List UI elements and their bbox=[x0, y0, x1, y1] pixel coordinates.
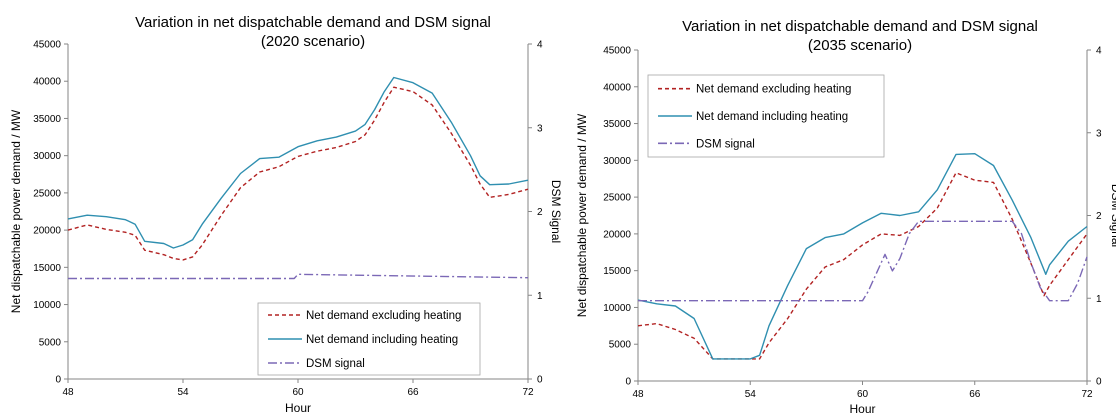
y2-tick-label: 0 bbox=[537, 375, 543, 386]
y2-tick-label: 1 bbox=[537, 291, 543, 302]
y-tick-label: 5000 bbox=[609, 340, 632, 351]
y-tick-label: 40000 bbox=[603, 82, 631, 93]
x-tick-label: 66 bbox=[407, 387, 419, 398]
y-tick-label: 10000 bbox=[33, 300, 61, 311]
legend-label: Net demand excluding heating bbox=[306, 310, 461, 322]
y-axis-label: Net dispatchable power demand / MW bbox=[9, 109, 23, 313]
x-tick-label: 60 bbox=[292, 387, 304, 398]
y2-axis-label: DSM Signal bbox=[549, 180, 563, 243]
y-tick-label: 40000 bbox=[33, 77, 61, 88]
y2-tick-label: 2 bbox=[537, 207, 543, 218]
y-tick-label: 25000 bbox=[33, 188, 61, 199]
y-tick-label: 15000 bbox=[603, 266, 631, 277]
y-tick-label: 30000 bbox=[603, 156, 631, 167]
x-axis-label: Hour bbox=[849, 402, 875, 416]
series-line-net-demand-excluding-heating bbox=[67, 86, 529, 261]
legend-label: Net demand including heating bbox=[306, 334, 458, 346]
y-tick-label: 10000 bbox=[603, 303, 631, 314]
y-axis-label: Net dispatchable power demand / MW bbox=[575, 113, 589, 317]
series-line-net-demand-including-heating bbox=[67, 76, 529, 249]
chart-2035-scenario: Variation in net dispatchable demand and… bbox=[575, 18, 1116, 416]
x-tick-label: 54 bbox=[745, 389, 757, 400]
y2-tick-label: 4 bbox=[1096, 46, 1102, 57]
x-tick-label: 72 bbox=[1081, 389, 1093, 400]
legend: Net demand excluding heating Net demand i… bbox=[257, 302, 481, 376]
y-tick-label: 35000 bbox=[603, 119, 631, 130]
y-tick-label: 25000 bbox=[603, 193, 631, 204]
y-tick-label: 45000 bbox=[603, 46, 631, 57]
x-tick-label: 60 bbox=[857, 389, 869, 400]
chart-title-line2: (2020 scenario) bbox=[261, 33, 365, 50]
y2-tick-label: 0 bbox=[1096, 377, 1102, 388]
y2-tick-label: 2 bbox=[1096, 211, 1102, 222]
y-tick-label: 30000 bbox=[33, 151, 61, 162]
x-tick-label: 66 bbox=[969, 389, 981, 400]
y2-axis-label: DSM Signal bbox=[1109, 184, 1116, 247]
series-line-net-demand-including-heating bbox=[637, 152, 1088, 360]
series-line-net-demand-excluding-heating bbox=[637, 172, 1088, 360]
x-tick-label: 54 bbox=[177, 387, 189, 398]
y2-tick-label: 3 bbox=[537, 123, 543, 134]
y2-tick-label: 3 bbox=[1096, 128, 1102, 139]
y-tick-label: 0 bbox=[55, 375, 61, 386]
series-line-dsm-signal bbox=[68, 273, 529, 280]
legend-label: DSM signal bbox=[696, 138, 755, 150]
y2-tick-label: 4 bbox=[537, 40, 543, 51]
legend-label: Net demand including heating bbox=[696, 111, 848, 123]
series-line-dsm-signal bbox=[638, 220, 1088, 302]
chart-title-line1: Variation in net dispatchable demand and… bbox=[135, 14, 491, 31]
y-tick-label: 35000 bbox=[33, 114, 61, 125]
chart-2020-scenario: Variation in net dispatchable demand and… bbox=[9, 14, 563, 415]
y-tick-label: 20000 bbox=[33, 226, 61, 237]
legend: Net demand excluding heating Net demand i… bbox=[647, 74, 885, 158]
legend-label: DSM signal bbox=[306, 358, 365, 370]
chart-title-line2: (2035 scenario) bbox=[808, 37, 912, 54]
y-tick-label: 0 bbox=[625, 377, 631, 388]
x-tick-label: 48 bbox=[62, 387, 74, 398]
x-axis-label: Hour bbox=[285, 401, 311, 415]
y-tick-label: 5000 bbox=[39, 337, 62, 348]
x-tick-label: 48 bbox=[632, 389, 644, 400]
x-tick-label: 72 bbox=[522, 387, 534, 398]
legend-label: Net demand excluding heating bbox=[696, 84, 851, 96]
y-tick-label: 15000 bbox=[33, 263, 61, 274]
chart-title-line1: Variation in net dispatchable demand and… bbox=[682, 18, 1038, 35]
y-tick-label: 20000 bbox=[603, 229, 631, 240]
y2-tick-label: 1 bbox=[1096, 294, 1102, 305]
y-tick-label: 45000 bbox=[33, 40, 61, 51]
